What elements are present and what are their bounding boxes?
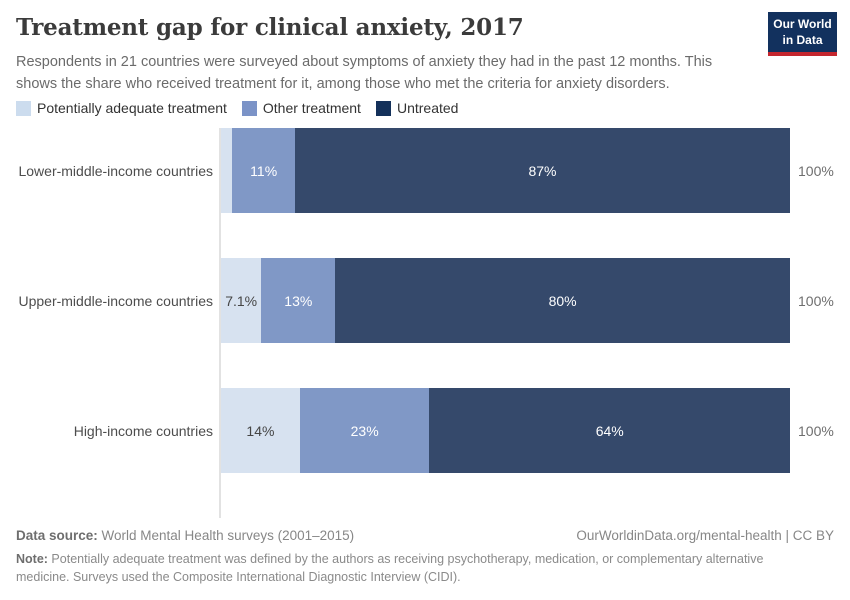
total-label: 100% bbox=[798, 292, 834, 309]
note-text: Potentially adequate treatment was defin… bbox=[16, 552, 764, 585]
y-axis-line bbox=[219, 128, 221, 518]
chart-row-high-income: High-income countries 14% 23% 64% 100% bbox=[0, 388, 850, 473]
owid-logo-line2: in Data bbox=[782, 32, 823, 47]
chart-row-upper-middle-income: Upper-middle-income countries 7.1% 13% 8… bbox=[0, 258, 850, 343]
total-label: 100% bbox=[798, 422, 834, 439]
chart-subtitle: Respondents in 21 countries were surveye… bbox=[16, 54, 713, 92]
legend-label: Untreated bbox=[396, 100, 459, 116]
legend-item-untreated[interactable]: Untreated bbox=[375, 100, 459, 116]
stacked-bar: 14% 23% 64% bbox=[221, 388, 790, 473]
bar-segment-untreated[interactable]: 64% bbox=[429, 388, 790, 473]
legend-swatch-icon bbox=[241, 100, 257, 116]
legend: Potentially adequate treatment Other tre… bbox=[16, 100, 458, 116]
bar-segment-potentially-adequate[interactable] bbox=[221, 128, 233, 213]
owid-link[interactable]: OurWorldinData.org/mental-health | CC BY bbox=[576, 528, 834, 543]
data-source-text: World Mental Health surveys (2001–2015) bbox=[97, 528, 355, 543]
stacked-bar: 11% 87% bbox=[221, 128, 790, 213]
chart-area: Lower-middle-income countries 11% 87% 10… bbox=[0, 128, 850, 518]
owid-logo: Our World in Data bbox=[768, 12, 837, 57]
chart-footer: Data source: World Mental Health surveys… bbox=[16, 528, 834, 586]
legend-item-potentially-adequate-treatment[interactable]: Potentially adequate treatment bbox=[16, 100, 227, 116]
category-label: Upper-middle-income countries bbox=[18, 292, 213, 309]
source-line: Data source: World Mental Health surveys… bbox=[16, 528, 834, 543]
legend-label: Potentially adequate treatment bbox=[37, 100, 227, 116]
category-label: High-income countries bbox=[73, 422, 213, 439]
page-title: Treatment gap for clinical anxiety, 2017 bbox=[16, 14, 524, 41]
bar-segment-other-treatment[interactable]: 11% bbox=[232, 128, 295, 213]
legend-label: Other treatment bbox=[262, 100, 361, 116]
category-label: Lower-middle-income countries bbox=[18, 162, 213, 179]
bar-segment-untreated[interactable]: 87% bbox=[294, 128, 790, 213]
bar-segment-potentially-adequate[interactable]: 14% bbox=[221, 388, 300, 473]
legend-item-other-treatment[interactable]: Other treatment bbox=[241, 100, 361, 116]
legend-swatch-icon bbox=[16, 100, 31, 116]
total-label: 100% bbox=[798, 162, 834, 179]
note-label: Note: bbox=[16, 552, 48, 566]
bar-segment-potentially-adequate[interactable]: 7.1% bbox=[221, 258, 262, 343]
data-source-label: Data source: bbox=[16, 528, 98, 543]
stacked-bar: 7.1% 13% 80% bbox=[221, 258, 790, 343]
owid-logo-line1: Our World bbox=[773, 17, 832, 31]
bar-segment-untreated[interactable]: 80% bbox=[335, 258, 790, 343]
data-source: Data source: World Mental Health surveys… bbox=[16, 528, 354, 543]
bar-segment-other-treatment[interactable]: 23% bbox=[299, 388, 430, 473]
chart-note: Note: Potentially adequate treatment was… bbox=[16, 550, 794, 586]
bar-segment-other-treatment[interactable]: 13% bbox=[261, 258, 336, 343]
chart-row-lower-middle-income: Lower-middle-income countries 11% 87% 10… bbox=[0, 128, 850, 213]
legend-swatch-icon bbox=[375, 100, 391, 116]
